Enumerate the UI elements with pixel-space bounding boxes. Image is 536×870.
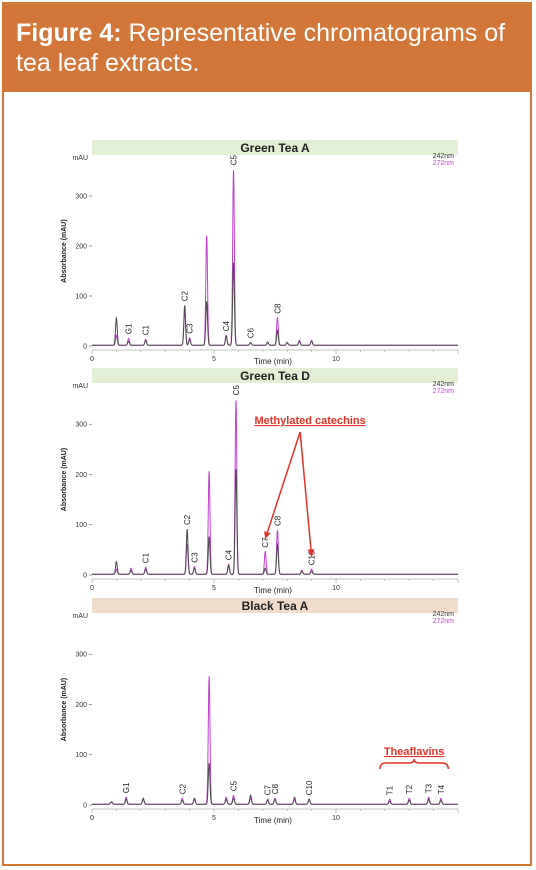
chart-title: Green Tea A [240, 141, 310, 155]
x-axis-label: Time (min) [254, 357, 292, 366]
y-tick-label: 0 [83, 344, 87, 351]
annotation-brace [379, 758, 449, 770]
x-tick-label: 10 [332, 815, 340, 822]
y-axis-label: Absorbance (mAU) [61, 678, 68, 741]
y-axis-label: Absorbance (mAU) [61, 219, 68, 282]
x-tick-label: 5 [212, 585, 216, 592]
y-tick-label: 200 [75, 702, 87, 709]
trace-242nm [92, 469, 458, 575]
peak-label-G1: G1 [122, 782, 131, 793]
trace-242nm [92, 262, 458, 346]
legend-242nm: 242nm [433, 153, 455, 160]
figure-caption: Representative chromatograms of tea leaf… [16, 19, 506, 77]
peak-label-C4: C4 [225, 549, 234, 560]
peak-label-C8: C8 [271, 783, 280, 794]
y-tick-label: 300 [75, 194, 87, 201]
x-tick-label: 10 [332, 585, 340, 592]
peak-label-C7: C7 [264, 784, 273, 795]
x-tick-label: 5 [212, 815, 216, 822]
peak-label-C3: C3 [190, 552, 199, 563]
y-tick-label: 200 [75, 472, 87, 479]
trace-272nm [92, 170, 458, 346]
y-unit-label: mAU [72, 613, 88, 620]
y-tick-label: 300 [75, 652, 87, 659]
y-axis-label: Absorbance (mAU) [61, 448, 68, 511]
peak-label-T4: T4 [437, 784, 446, 794]
peak-label-T2: T2 [405, 784, 414, 794]
peak-label-C10: C10 [308, 550, 317, 565]
y-tick-label: 0 [83, 803, 87, 810]
x-axis-label: Time (min) [254, 816, 292, 825]
y-unit-label: mAU [72, 383, 88, 390]
peak-label-C5: C5 [230, 780, 239, 791]
peak-label-C7: C7 [261, 537, 270, 548]
legend-272nm: 272nm [433, 388, 455, 395]
y-tick-label: 300 [75, 422, 87, 429]
peak-label-C6: C6 [247, 327, 256, 338]
legend-242nm: 242nm [433, 381, 455, 388]
peak-label-C2: C2 [183, 514, 192, 525]
y-tick-label: 200 [75, 244, 87, 251]
peak-label-C8: C8 [273, 303, 282, 314]
annotation-arrowhead [264, 531, 271, 539]
peak-label-T3: T3 [425, 783, 434, 793]
y-tick-label: 100 [75, 752, 87, 759]
peak-label-G1: G1 [125, 323, 134, 334]
peak-label-T1: T1 [386, 785, 395, 795]
y-tick-label: 100 [75, 294, 87, 301]
peak-label-C4: C4 [222, 320, 231, 331]
chart-title-bar [92, 598, 458, 613]
trace-242nm [92, 762, 458, 805]
peak-label-C1: C1 [142, 324, 151, 335]
y-tick-label: 100 [75, 522, 87, 529]
annotation-text: Theaflavins [384, 746, 445, 758]
x-tick-label: 0 [90, 356, 94, 363]
legend-242nm: 242nm [433, 611, 455, 618]
peak-label-C2: C2 [181, 290, 190, 301]
x-tick-label: 5 [212, 356, 216, 363]
x-tick-label: 0 [90, 585, 94, 592]
peak-label-C10: C10 [305, 780, 314, 795]
peak-label-C1: C1 [142, 552, 151, 563]
annotation-arrow [264, 431, 301, 540]
peak-label-C8: C8 [273, 515, 282, 526]
x-axis-label: Time (min) [254, 586, 292, 595]
figure-label: Figure 4: [16, 19, 122, 47]
legend-272nm: 272nm [433, 618, 455, 625]
annotation-arrow [299, 431, 313, 557]
peak-label-C3: C3 [186, 323, 195, 334]
x-tick-label: 0 [90, 815, 94, 822]
chart-title-bar [92, 140, 458, 155]
peak-label-C5: C5 [232, 385, 241, 396]
peak-label-C2: C2 [178, 783, 187, 794]
x-tick-label: 10 [332, 356, 340, 363]
chart-title: Black Tea A [242, 599, 309, 613]
annotation-text: Methylated catechins [254, 415, 365, 427]
annotation-arrowhead [307, 549, 315, 557]
peak-label-C5: C5 [230, 154, 239, 165]
chart-title: Green Tea D [240, 369, 310, 383]
y-unit-label: mAU [72, 155, 88, 162]
legend-272nm: 272nm [433, 160, 455, 167]
y-tick-label: 0 [83, 573, 87, 580]
figure-header: Figure 4: Representative chromatograms o… [4, 4, 530, 92]
chart-title-bar [92, 368, 458, 383]
